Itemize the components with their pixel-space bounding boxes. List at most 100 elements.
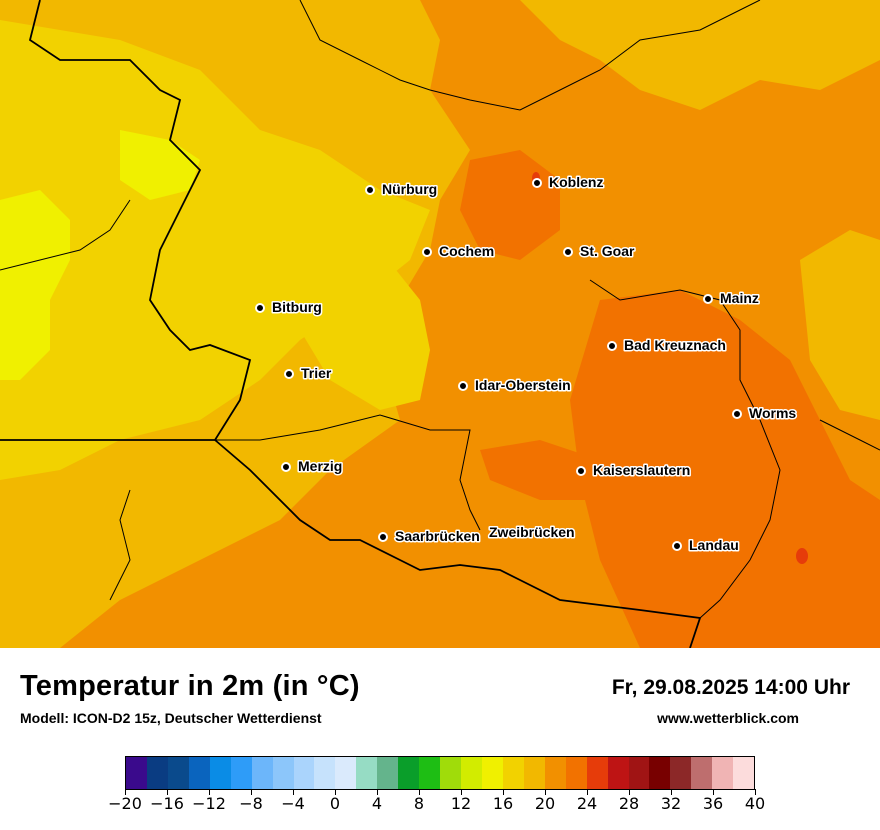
city-dot-bitburg [255,303,265,313]
city-dot-koblenz [532,178,542,188]
colorbar-swatch [272,757,294,789]
colorbar-swatch [398,757,420,789]
temp-field-dark-orange-south [480,440,600,500]
colorbar-swatch [544,757,566,789]
colorbar-tick-label: −12 [192,794,226,813]
temp-field-gold-east [800,230,880,420]
colorbar-tick-label: 8 [413,794,425,813]
colorbar-swatch [691,757,713,789]
colorbar-tick [377,789,378,795]
colorbar-tick [545,789,546,795]
map-title: Temperatur in 2m (in °C) [20,670,360,702]
colorbar-tick [629,789,630,795]
city-label-n-rburg: Nürburg [382,181,437,197]
colorbar-swatch [314,757,336,789]
city-dot-bad-kreuznach [607,341,617,351]
map-footer: Temperatur in 2m (in °C) Modell: ICON-D2… [0,648,880,830]
city-label-kaiserslautern: Kaiserslautern [593,462,690,478]
colorbar-swatch [586,757,608,789]
colorbar-tick [461,789,462,795]
city-label-trier: Trier [301,365,332,381]
colorbar-tick-label: 24 [576,794,598,813]
colorbar-swatch [565,757,587,789]
temp-field-yellow-band [270,230,430,410]
colorbar-swatch [126,757,147,789]
forecast-datetime: Fr, 29.08.2025 14:00 Uhr [611,676,850,699]
city-dot-landau [672,541,682,551]
colorbar-tick-label: −20 [108,794,142,813]
colorbar-swatch [481,757,503,789]
colorbar-swatch [461,757,482,789]
colorbar-tick-label: 40 [744,794,766,813]
colorbar-swatch [440,757,461,789]
colorbar-swatch [607,757,629,789]
temperature-map[interactable]: Nürburg Koblenz Cochem St. Goar Mainz Bitburg… [0,0,880,648]
colorbar-swatch [712,757,734,789]
colorbar-swatch [146,757,168,789]
colorbar-swatch [293,757,315,789]
colorbar-tick [503,789,504,795]
website-link[interactable]: www.wetterblick.com [657,710,799,726]
city-label-bad-kreuznach: Bad Kreuznach [624,337,726,353]
colorbar-tick-label: 16 [492,794,514,813]
city-dot-worms [732,409,742,419]
colorbar-tick-label: −16 [150,794,184,813]
city-dot-kaiserslautern [576,466,586,476]
city-label-cochem: Cochem [439,243,494,259]
city-dot-st-goar [563,247,573,257]
colorbar-swatch [670,757,692,789]
state-borders [0,0,880,619]
colorbar-swatch [188,757,210,789]
colorbar-tick-label: −8 [239,794,263,813]
city-dot-saarbr-cken [378,532,388,542]
colorbar-tick [419,789,420,795]
colorbar-tick-labels: −20 −16 −12 −8 −4 0 4 8 12 16 20 24 28 32 36 40 [0,794,880,816]
colorbar-tick-label: 12 [450,794,472,813]
colorbar-tick [335,789,336,795]
colorbar-swatch [502,757,524,789]
city-label-zweibr-cken: Zweibrücken [489,524,575,540]
temp-field-yellow [0,20,430,480]
temp-field-gold-north [520,0,880,110]
colorbar-tick [251,789,252,795]
city-label-koblenz: Koblenz [549,174,603,190]
temp-field-bright-yellow-west [0,190,70,380]
colorbar-tick-label: 20 [534,794,556,813]
city-dot-n-rburg [365,185,375,195]
colorbar-swatch [230,757,252,789]
colorbar-swatch [356,757,378,789]
city-label-landau: Landau [689,537,739,553]
city-dot-trier [284,369,294,379]
city-label-saarbr-cken: Saarbrücken [395,528,480,544]
colorbar-swatch [335,757,357,789]
temp-field-red-spot [796,548,808,564]
colorbar-tick [209,789,210,795]
colorbar-tick [755,789,756,795]
city-markers: Nürburg Koblenz Cochem St. Goar Mainz Bitburg… [255,173,798,555]
colorbar-swatch [649,757,671,789]
colorbar-swatch [628,757,650,789]
city-label-worms: Worms [749,405,796,421]
model-info: Modell: ICON-D2 15z, Deutscher Wetterdie… [20,710,322,726]
city-label-bitburg: Bitburg [272,299,322,315]
colorbar-swatch [419,757,441,789]
city-dot-idar-oberstein [458,381,468,391]
colorbar-tick-label: 32 [660,794,682,813]
colorbar-swatch [209,757,231,789]
colorbar-swatch [523,757,545,789]
temp-field-bright-yellow-north [120,130,200,200]
city-dot-merzig [281,462,291,472]
colorbar-tick [713,789,714,795]
colorbar-tick [167,789,168,795]
city-label-st-goar: St. Goar [580,243,635,259]
colorbar-swatch [377,757,399,789]
colorbar-tick-label: 4 [371,794,383,813]
city-label-mainz: Mainz [720,290,759,306]
city-label-idar-oberstein: Idar-Oberstein [475,377,571,393]
colorbar-tick [587,789,588,795]
colorbar-tick [125,789,126,795]
colorbar-tick-label: 36 [702,794,724,813]
city-dot-cochem [422,247,432,257]
colorbar-tick-label: 0 [329,794,341,813]
country-borders [0,0,702,648]
